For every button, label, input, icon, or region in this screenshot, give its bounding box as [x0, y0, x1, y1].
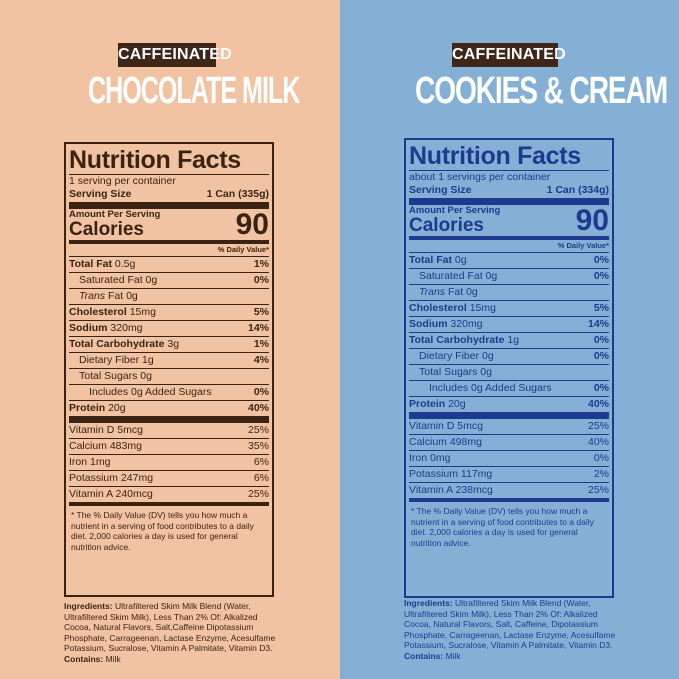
vitamin-row: Potassium 117mg 2% — [409, 467, 609, 483]
serving-size-row: Serving Size 1 Can (334g) — [409, 183, 609, 205]
nutrient-row: Trans Fat 0g — [69, 289, 269, 305]
nutrient-row: Total Carbohydrate 3g 1% — [69, 337, 269, 353]
serving-size-label: Serving Size — [409, 184, 472, 196]
vitamin-row: Calcium 498mg 40% — [409, 435, 609, 451]
nutrient-row: Total Fat 0.5g 1% — [69, 257, 269, 273]
nutrient-row: Total Fat 0g 0% — [409, 253, 609, 269]
serving-size-value: 1 Can (334g) — [546, 184, 609, 196]
product-name: COOKIES & CREAM — [415, 70, 668, 112]
vitamin-row: Iron 1mg 6% — [69, 455, 269, 471]
cookies-cream-panel: CAFFEINATED COOKIES & CREAM Nutrition Fa… — [340, 0, 679, 679]
calories-label: Calories — [409, 215, 484, 236]
vitamin-row: Vitamin D 5mcg 25% — [69, 423, 269, 439]
servings-per-container: 1 serving per container — [69, 175, 176, 187]
contains-text: Milk — [105, 653, 121, 664]
ingredients-text: Ultrafiltered Skim Milk Blend (Water, Ul… — [64, 601, 276, 653]
nutrient-row: Sodium 320mg 14% — [409, 317, 609, 333]
nutrient-row: Total Sugars 0g — [69, 369, 269, 385]
ingredients-label: Ingredients: — [64, 601, 113, 611]
product-name: CHOCOLATE MILK — [88, 70, 300, 112]
servings-per-container: about 1 servings per container — [409, 171, 551, 183]
nutrient-row: Cholesterol 15mg 5% — [409, 301, 609, 317]
vitamin-row: Vitamin A 238mcg 25% — [409, 483, 609, 502]
vitamin-row: Iron 0mg 0% — [409, 451, 609, 467]
ingredients-block: Ingredients: Ultrafiltered Skim Milk Ble… — [404, 598, 619, 661]
nutrient-row: Protein 20g 40% — [69, 401, 269, 423]
nutrient-row: Includes 0g Added Sugars 0% — [409, 381, 609, 397]
serving-size-row: Serving Size 1 Can (335g) — [69, 187, 269, 209]
ingredients-text: Ultrafiltered Skim Milk Blend (Water, Ul… — [404, 598, 616, 650]
chocolate-milk-panel: CAFFEINATED CHOCOLATE MILK Nutrition Fac… — [0, 0, 340, 679]
daily-value-footnote: * The % Daily Value (DV) tells you how m… — [411, 506, 594, 548]
vitamin-row: Vitamin A 240mcg 25% — [69, 487, 269, 506]
contains-label: Contains: — [64, 653, 104, 664]
nutrition-facts-label: Nutrition Facts about 1 servings per con… — [404, 138, 614, 598]
caffeinated-badge: CAFFEINATED — [452, 43, 566, 67]
serving-size-value: 1 Can (335g) — [206, 188, 269, 200]
nutrition-facts-label: Nutrition Facts 1 serving per container … — [64, 142, 274, 597]
daily-value-footnote: * The % Daily Value (DV) tells you how m… — [71, 510, 254, 552]
nutrient-row: Cholesterol 15mg 5% — [69, 305, 269, 321]
nutrient-row: Saturated Fat 0g 0% — [409, 269, 609, 285]
nutrient-row: Saturated Fat 0g 0% — [69, 273, 269, 289]
daily-value-header: % Daily Value* — [69, 244, 269, 257]
amount-per-serving: Amount Per Serving — [69, 209, 161, 220]
nutrient-row: Includes 0g Added Sugars 0% — [69, 385, 269, 401]
calories-row: Amount Per Serving Calories 90 — [409, 205, 609, 240]
ingredients-label: Ingredients: — [404, 598, 453, 608]
calories-row: Amount Per Serving Calories 90 — [69, 209, 269, 244]
vitamin-row: Vitamin D 5mcg 25% — [409, 419, 609, 435]
vitamin-row: Potassium 247mg 6% — [69, 471, 269, 487]
daily-value-header: % Daily Value* — [409, 240, 609, 253]
nutrient-row: Total Carbohydrate 1g 0% — [409, 333, 609, 349]
amount-per-serving: Amount Per Serving — [409, 205, 501, 216]
caffeinated-badge: CAFFEINATED — [118, 43, 232, 67]
nutrition-facts-title: Nutrition Facts — [409, 142, 609, 171]
nutrient-row: Protein 20g 40% — [409, 397, 609, 419]
serving-size-label: Serving Size — [69, 188, 132, 200]
nutrition-facts-title: Nutrition Facts — [69, 146, 269, 175]
nutrient-row: Trans Fat 0g — [409, 285, 609, 301]
contains-text: Milk — [445, 650, 461, 661]
ingredients-block: Ingredients: Ultrafiltered Skim Milk Ble… — [64, 601, 279, 664]
nutrient-row: Dietary Fiber 0g 0% — [409, 349, 609, 365]
calories-value: 90 — [235, 208, 269, 241]
contains-label: Contains: — [404, 650, 444, 661]
vitamin-row: Calcium 483mg 35% — [69, 439, 269, 455]
calories-value: 90 — [575, 204, 609, 237]
nutrient-row: Total Sugars 0g — [409, 365, 609, 381]
nutrient-row: Sodium 320mg 14% — [69, 321, 269, 337]
nutrient-row: Dietary Fiber 1g 4% — [69, 353, 269, 369]
calories-label: Calories — [69, 219, 144, 240]
